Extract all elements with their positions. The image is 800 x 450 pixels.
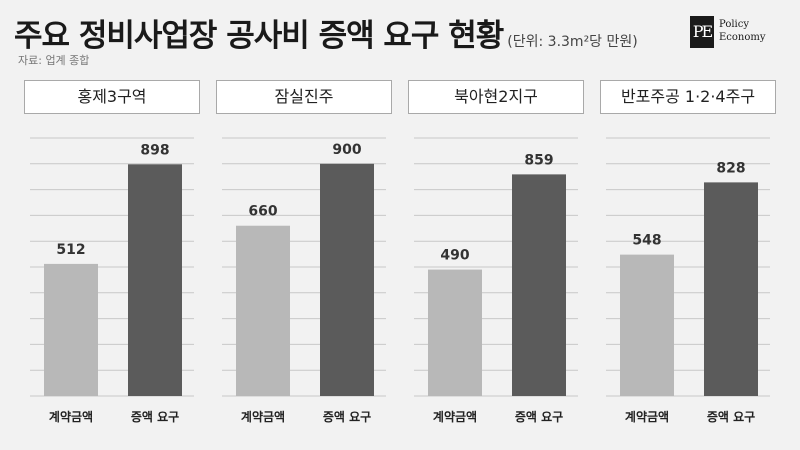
data-label: 548 [632,233,661,249]
data-label: 660 [248,204,277,220]
data-label: 490 [440,248,469,264]
chart-title: 주요 정비사업장 공사비 증액 요구 현황 [14,18,504,54]
bar-chart-jamsil-jinju: 660 계약금액 900 증액 요구 [222,137,386,424]
source-label: 자료: 업계 종합 [18,54,90,67]
data-label: 828 [716,160,745,176]
title-row: 주요 정비사업장 공사비 증액 요구 현황 (단위: 3.3m²당 만원) [14,10,638,55]
bar [128,164,182,396]
category-label: 계약금액 [433,409,477,424]
panel-jamsil-jinju: 잠실진주 660 계약금액 900 증액 요구 [216,80,392,450]
bar [512,174,566,396]
panel-banpo-jugong: 반포주공 1·2·4주구 548 계약금액 828 증액 요구 [600,80,776,450]
data-label: 898 [140,142,169,158]
bar [428,269,482,396]
panel-hongje3: 홍제3구역 512 계약금액 898 증액 요구 [24,80,200,450]
bar-chart-banpo-jugong: 548 계약금액 828 증액 요구 [606,137,770,424]
logo-text-line2: Economy [719,32,766,43]
data-label: 859 [524,152,553,168]
panel-header: 반포주공 1·2·4주구 [600,80,776,114]
panel-header: 홍제3구역 [24,80,200,114]
panel-header: 북아현2지구 [408,80,584,114]
bar [320,163,374,396]
panel-bukahyeon2: 북아현2지구 490 계약금액 859 증액 요구 [408,80,584,450]
bar [704,182,758,396]
category-label: 증액 요구 [323,410,371,424]
bar [620,254,674,396]
category-label: 계약금액 [241,409,285,424]
category-label: 증액 요구 [131,410,179,424]
bar [44,263,98,396]
unit-label: (단위: 3.3m²당 만원) [507,34,638,50]
data-label: 900 [332,142,361,158]
category-label: 증액 요구 [515,410,563,424]
panel-header: 잠실진주 [216,80,392,114]
bar-chart-hongje3: 512 계약금액 898 증액 요구 [30,137,194,424]
category-label: 계약금액 [625,409,669,424]
category-label: 계약금액 [49,409,93,424]
category-label: 증액 요구 [707,410,755,424]
logo-mark: PE [690,16,714,48]
bar-chart-bukahyeon2: 490 계약금액 859 증액 요구 [414,137,578,424]
data-label: 512 [56,242,85,258]
bar [236,225,290,396]
logo-text-line1: Policy [719,19,749,30]
policy-economy-logo: PE Policy Economy [690,16,790,50]
logo-text: Policy Economy [719,18,766,44]
